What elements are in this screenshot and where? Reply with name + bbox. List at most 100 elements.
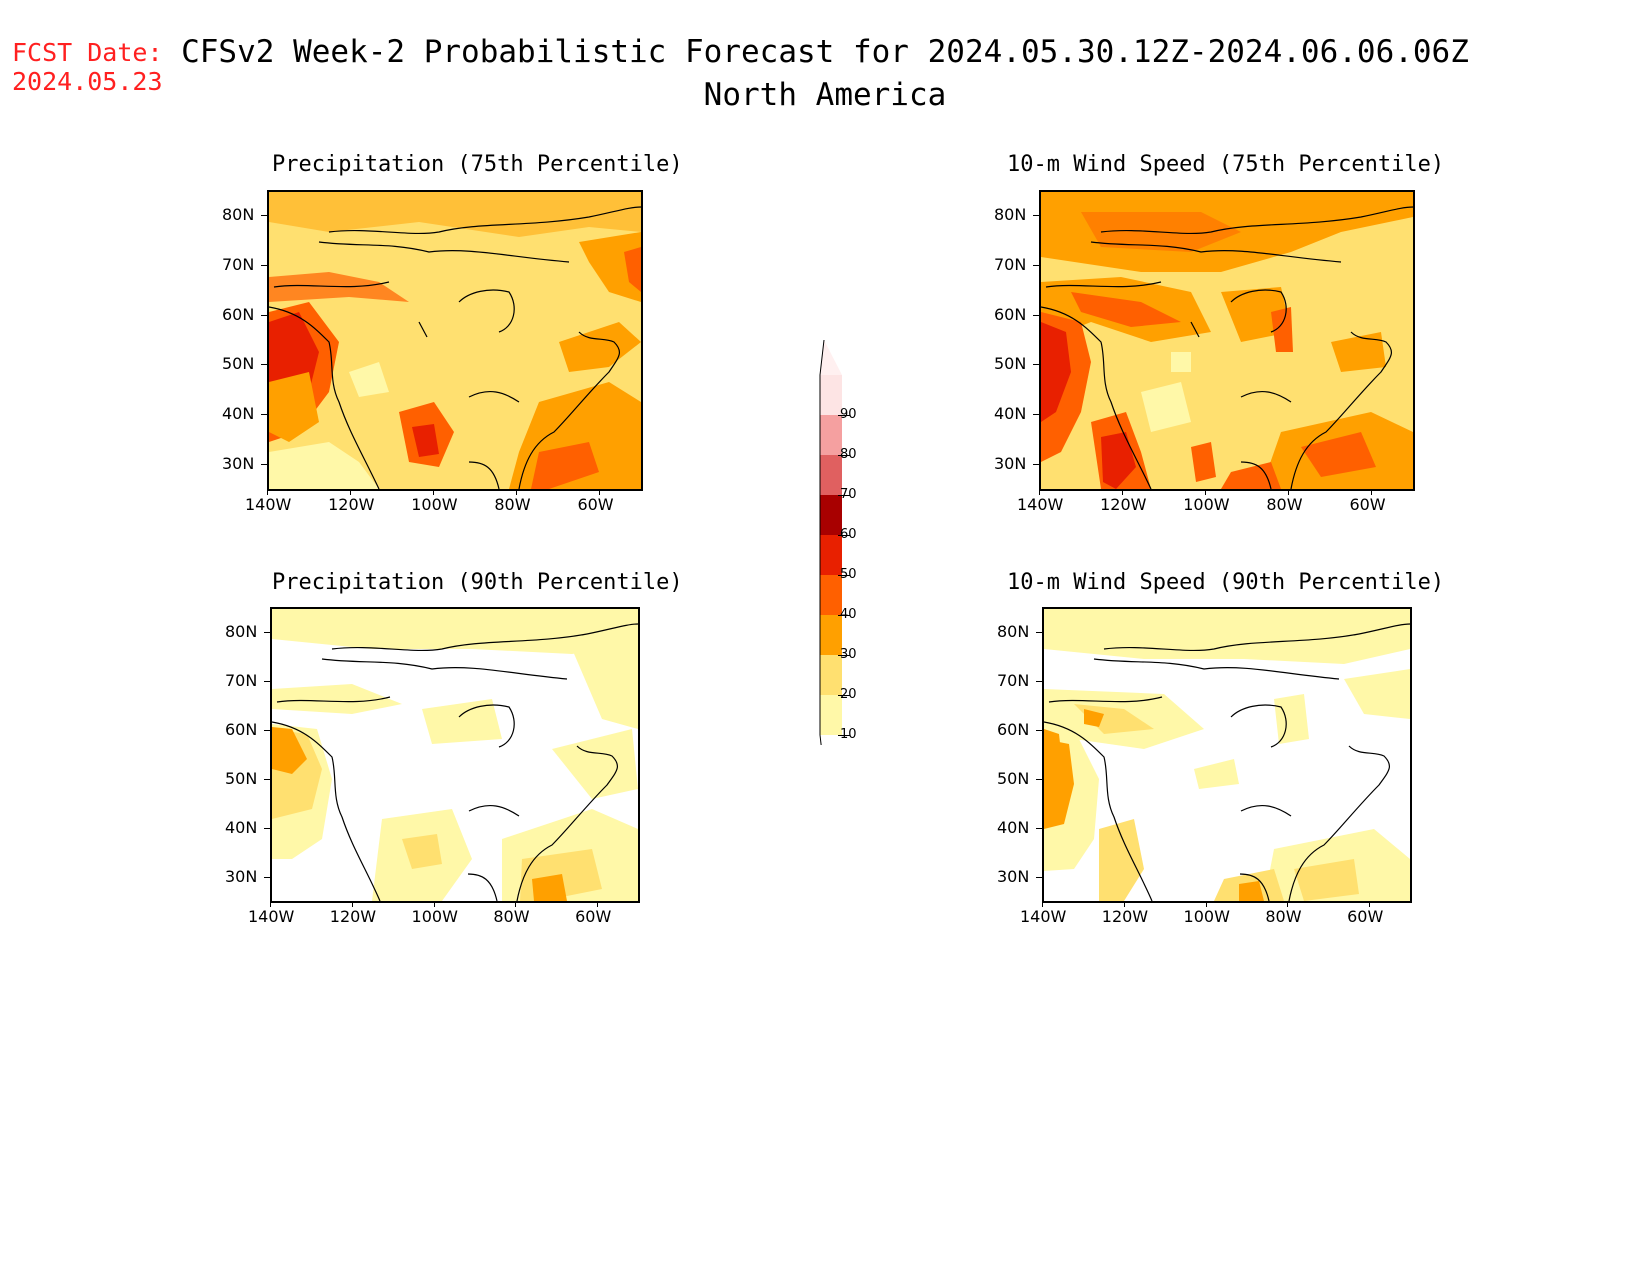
map-wind-75-field (1041, 192, 1413, 489)
lon-tick-label: 60W (1349, 495, 1386, 514)
lat-tick-label: 50N (225, 768, 258, 788)
lat-tick-mark (1033, 414, 1039, 416)
lat-tick-label: 30N (997, 866, 1030, 886)
colorbar-tick (838, 575, 850, 576)
lat-tick-label: 40N (222, 404, 255, 424)
lat-tick-mark (264, 680, 270, 682)
lat-tick-mark (264, 729, 270, 731)
lon-tick-label: 80W (1265, 907, 1302, 926)
lat-tick-label: 80N (994, 204, 1027, 224)
lat-tick-label: 40N (997, 817, 1030, 837)
lat-tick-label: 30N (994, 454, 1027, 474)
map-wind-90-field (1044, 609, 1410, 901)
lon-tick-mark (1288, 489, 1290, 495)
colorbar-graphic (819, 339, 842, 745)
colorbar-label: 60 (840, 527, 857, 542)
lat-tick-mark (261, 314, 267, 316)
colorbar-swatch (820, 575, 842, 615)
lat-tick-mark (261, 214, 267, 216)
lat-tick-label: 70N (997, 670, 1030, 690)
panel-title-precip-90: Precipitation (90th Percentile) (272, 570, 683, 595)
lat-tick-label: 50N (222, 354, 255, 374)
lat-tick-label: 60N (225, 719, 258, 739)
lon-tick-label: 120W (329, 907, 377, 926)
colorbar-swatch (820, 615, 842, 655)
lon-tick-label: 120W (1100, 495, 1147, 514)
colorbar-swatch (820, 495, 842, 535)
colorbar-swatch (820, 455, 842, 495)
map-precip-75 (267, 190, 643, 491)
panel-title-precip-75: Precipitation (75th Percentile) (272, 152, 683, 177)
lon-tick-label: 80W (494, 495, 531, 514)
colorbar-top-triangle (820, 340, 842, 375)
lon-tick-mark (1122, 489, 1124, 495)
lat-tick-label: 60N (997, 719, 1030, 739)
lon-tick-label: 60W (577, 495, 614, 514)
lat-tick-mark (264, 631, 270, 633)
lon-tick-label: 80W (493, 907, 530, 926)
lon-tick-label: 140W (1017, 495, 1064, 514)
lat-tick-mark (264, 827, 270, 829)
colorbar-tick (838, 455, 850, 456)
lat-tick-label: 60N (222, 304, 255, 324)
lat-tick-mark (261, 414, 267, 416)
lon-tick-label: 60W (575, 907, 612, 926)
lon-tick-mark (1287, 901, 1289, 907)
fcst-date-label: FCST Date: (12, 38, 163, 67)
lat-tick-mark (264, 876, 270, 878)
lat-tick-label: 50N (994, 354, 1027, 374)
lon-tick-mark (267, 489, 268, 495)
lat-tick-mark (1033, 314, 1039, 316)
lon-tick-mark (1205, 901, 1207, 907)
lon-tick-label: 120W (328, 495, 375, 514)
lon-tick-mark (1042, 901, 1043, 907)
colorbar-tick (838, 655, 850, 656)
lon-tick-label: 140W (245, 495, 292, 514)
lat-tick-label: 70N (222, 254, 255, 274)
lat-tick-mark (1036, 827, 1042, 829)
lon-tick-label: 100W (1183, 495, 1230, 514)
lat-tick-mark (1036, 778, 1042, 780)
fcst-date-value: 2024.05.23 (12, 67, 163, 96)
lat-tick-label: 80N (997, 621, 1030, 641)
lat-tick-mark (1033, 264, 1039, 266)
colorbar-tick (838, 695, 850, 696)
colorbar-label: 50 (840, 567, 857, 582)
lon-tick-label: 100W (411, 907, 458, 926)
colorbar-label: 20 (840, 687, 857, 702)
lon-tick-mark (351, 901, 353, 907)
lat-tick-label: 80N (222, 204, 255, 224)
panel-title-wind-90: 10-m Wind Speed (90th Percentile) (1007, 570, 1445, 595)
fcst-date-block: FCST Date: 2024.05.23 (12, 38, 163, 96)
map-wind-75 (1039, 190, 1415, 491)
lon-tick-mark (1371, 489, 1373, 495)
lon-tick-mark (1039, 489, 1040, 495)
colorbar-label: 90 (840, 407, 857, 422)
lon-tick-mark (1369, 901, 1371, 907)
lat-tick-mark (1036, 876, 1042, 878)
map-wind-90 (1042, 607, 1412, 903)
region-subtitle: North America (703, 77, 947, 113)
lat-tick-mark (1033, 214, 1039, 216)
lon-tick-mark (350, 489, 352, 495)
colorbar-label: 40 (840, 607, 857, 622)
lat-tick-mark (1036, 729, 1042, 731)
colorbar-swatch (820, 375, 842, 415)
colorbar-tick (838, 495, 850, 496)
lat-tick-label: 40N (994, 404, 1027, 424)
lon-tick-mark (1123, 901, 1125, 907)
lon-tick-mark (433, 489, 435, 495)
map-precip-90-field (272, 609, 638, 901)
lon-tick-mark (599, 489, 601, 495)
lon-tick-label: 80W (1266, 495, 1303, 514)
colorbar-tick (838, 735, 850, 736)
lon-tick-label: 60W (1347, 907, 1384, 926)
lat-tick-label: 50N (997, 768, 1030, 788)
colorbar-tick (838, 535, 850, 536)
colorbar-swatch (820, 695, 842, 735)
map-precip-90 (270, 607, 640, 903)
colorbar-tick (838, 615, 850, 616)
lat-tick-label: 30N (225, 866, 258, 886)
lon-tick-label: 120W (1101, 907, 1149, 926)
lat-tick-label: 60N (994, 304, 1027, 324)
